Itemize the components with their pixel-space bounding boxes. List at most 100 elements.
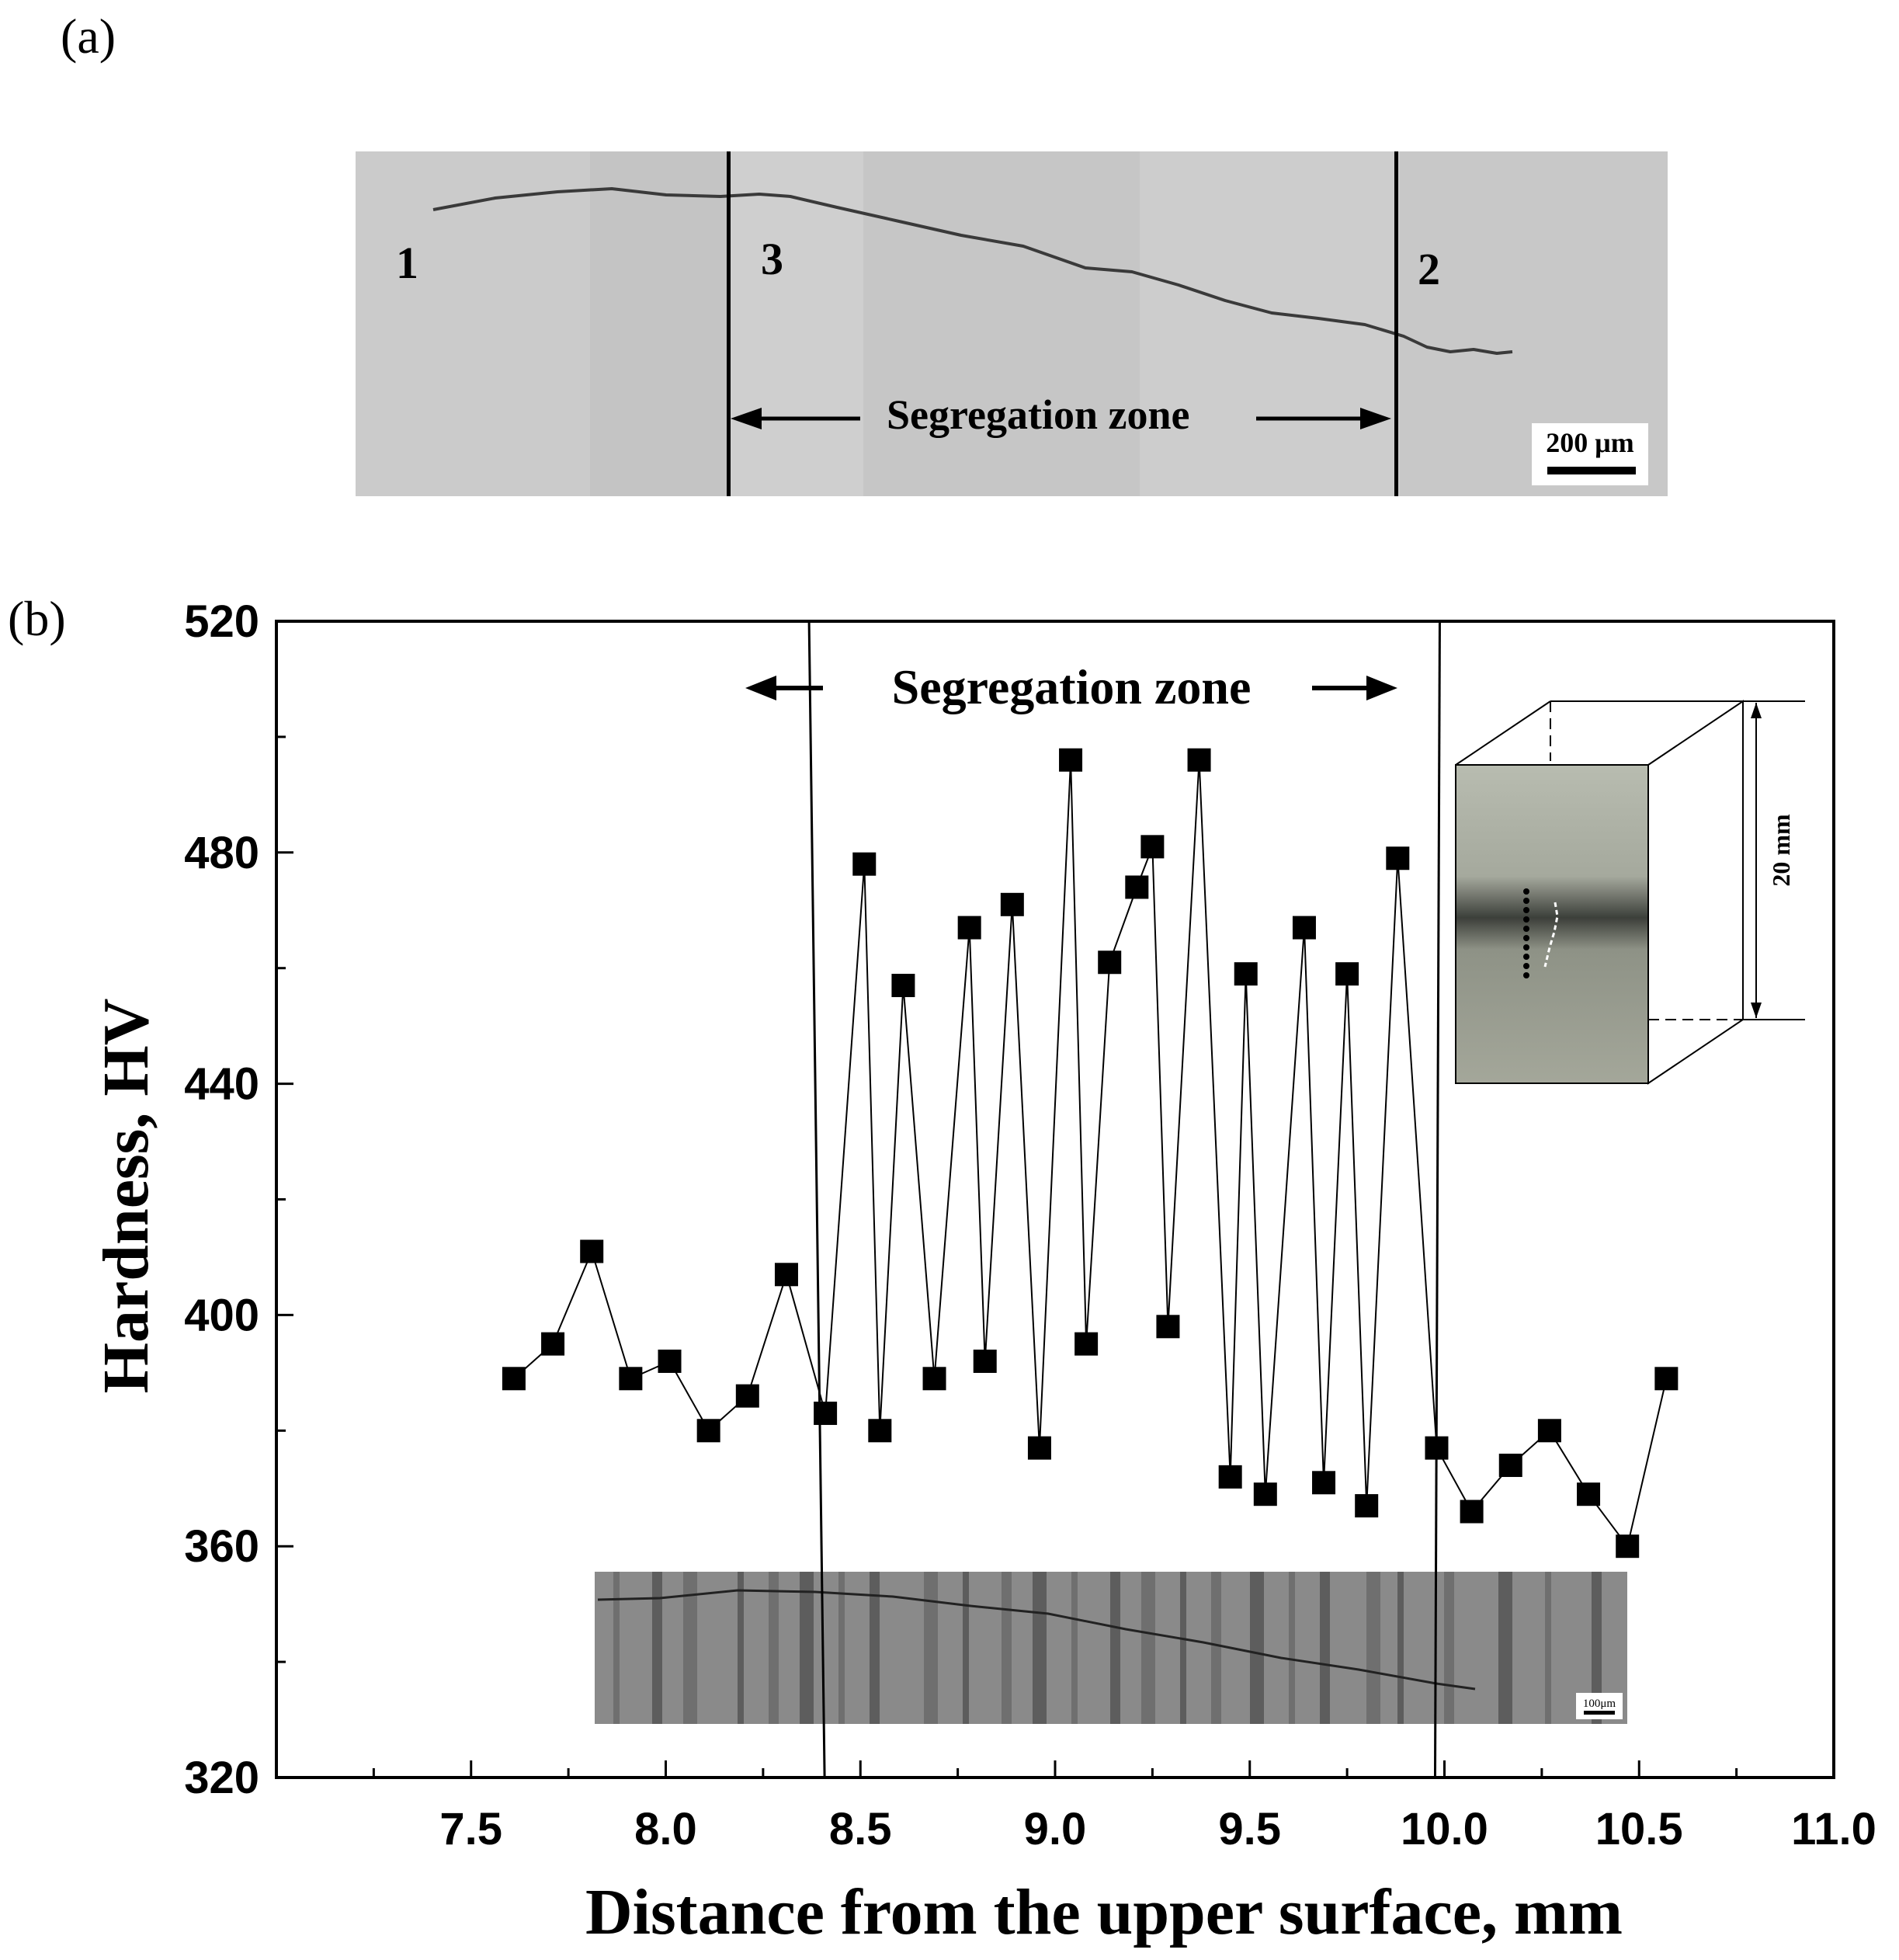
micrograph-band [1444, 1572, 1454, 1724]
micrograph-band [924, 1572, 938, 1724]
indent-dot [1523, 954, 1529, 960]
segregation-arrows-a [731, 408, 1391, 429]
panel-b-label: (b) [8, 591, 66, 646]
specimen-front-face [1455, 764, 1649, 1084]
micrograph-band [1592, 1572, 1602, 1724]
micrograph-band [1180, 1572, 1186, 1724]
specimen-top-edge [1455, 700, 1551, 766]
y-axis-ticks: 320 360 400 440 480 520 [184, 596, 293, 1803]
micrograph-band [1289, 1572, 1295, 1724]
y-tick-label: 480 [184, 828, 259, 878]
data-point [868, 1419, 892, 1443]
micrograph-band [963, 1572, 969, 1724]
micrograph-band [613, 1572, 620, 1724]
micrograph-band [1211, 1572, 1221, 1724]
specimen-indent-dots [1523, 888, 1529, 978]
data-point [1027, 1436, 1051, 1460]
zone-boundary-left [727, 151, 731, 496]
data-point [1312, 1471, 1336, 1495]
data-point [1074, 1332, 1099, 1356]
data-point [1292, 916, 1316, 940]
x-tick-label: 7.5 [439, 1804, 502, 1854]
y-tick-label: 440 [184, 1059, 259, 1110]
segregation-zone-label-b: Segregation zone [892, 659, 1252, 714]
data-point [1125, 875, 1149, 899]
data-point [1386, 846, 1410, 871]
data-point [658, 1349, 682, 1373]
data-point [541, 1332, 565, 1356]
inset-micrograph: 100μm [595, 1572, 1627, 1724]
indent-dot [1523, 888, 1529, 895]
data-point [1460, 1500, 1484, 1524]
indent-dot [1523, 963, 1529, 969]
data-point [735, 1384, 759, 1408]
zone-boundary-right [1394, 151, 1398, 496]
x-axis-label: Distance from the upper surface, mm [585, 1876, 1623, 1948]
x-tick-label: 9.5 [1218, 1804, 1281, 1854]
segregation-zone-b: Segregation zone [745, 620, 1441, 1778]
data-point [1234, 962, 1258, 986]
data-point [1616, 1534, 1640, 1559]
scale-bar-a-line [1547, 467, 1636, 474]
micrograph-band [769, 1572, 779, 1724]
micrograph-band [1071, 1572, 1078, 1724]
indent-dot [1523, 935, 1529, 941]
zone-label-2: 2 [1418, 244, 1440, 294]
indent-dot [1523, 916, 1529, 923]
hardness-series-markers [502, 748, 1679, 1559]
scale-bar-a-text: 200 μm [1546, 427, 1634, 458]
x-tick-label: 10.0 [1401, 1804, 1488, 1854]
indent-dot [1523, 972, 1529, 978]
micrograph-band [738, 1572, 744, 1724]
x-tick-label: 8.5 [829, 1804, 892, 1854]
data-point [1218, 1465, 1242, 1489]
x-tick-label: 10.5 [1595, 1804, 1683, 1854]
micrograph-band [652, 1572, 662, 1724]
y-tick-label: 520 [184, 596, 259, 647]
data-point [502, 1367, 526, 1391]
crack-line-a [432, 187, 1513, 355]
data-point [1000, 892, 1024, 916]
specimen-right-face [1647, 700, 1744, 1085]
x-tick-label: 9.0 [1024, 1804, 1087, 1854]
data-point [1335, 962, 1359, 986]
micrograph-band [1397, 1572, 1404, 1724]
x-tick-label: 11.0 [1791, 1804, 1876, 1854]
micrograph-band [1320, 1572, 1330, 1724]
data-point [619, 1367, 643, 1391]
data-point [1140, 835, 1165, 859]
data-point [1156, 1315, 1180, 1339]
micrograph-band [1141, 1572, 1155, 1724]
x-axis-ticks: 7.5 8.0 8.5 9.0 9.5 10.0 10.5 11.0 [275, 1760, 1876, 1854]
segregation-left-line [807, 620, 826, 1778]
data-point [1098, 950, 1122, 975]
micrograph-a: 1 3 2 Segregation zone 200 μm [356, 151, 1668, 496]
y-axis-label: Hardness, HV [90, 999, 162, 1394]
indent-dot [1523, 907, 1529, 913]
micrograph-band [838, 1572, 845, 1724]
data-point [1537, 1419, 1561, 1443]
segregation-zone-label-a: Segregation zone [887, 391, 1190, 438]
data-point [814, 1401, 838, 1425]
data-point [957, 916, 981, 940]
x-tick-label: 8.0 [634, 1804, 697, 1854]
micrograph-band [1366, 1572, 1380, 1724]
data-point [696, 1419, 720, 1443]
data-point [973, 1349, 997, 1373]
inset-micrograph-scale-box [1576, 1693, 1623, 1719]
data-point [922, 1367, 946, 1391]
dimension-arrow-bottom [1751, 1003, 1762, 1018]
segregation-arrow-left-head [745, 676, 776, 700]
scale-bar-a: 200 μm [1532, 423, 1648, 485]
segregation-right-line [1433, 620, 1441, 1778]
inset-micrograph-scale-line [1584, 1711, 1615, 1715]
y-tick-label: 400 [184, 1290, 259, 1340]
micrograph-band [683, 1572, 697, 1724]
specimen-crack-trace [1543, 902, 1559, 968]
indent-dot [1523, 944, 1529, 950]
data-point [1498, 1453, 1522, 1477]
micrograph-band [800, 1572, 814, 1724]
micrograph-band [1498, 1572, 1512, 1724]
data-point [1577, 1482, 1601, 1506]
